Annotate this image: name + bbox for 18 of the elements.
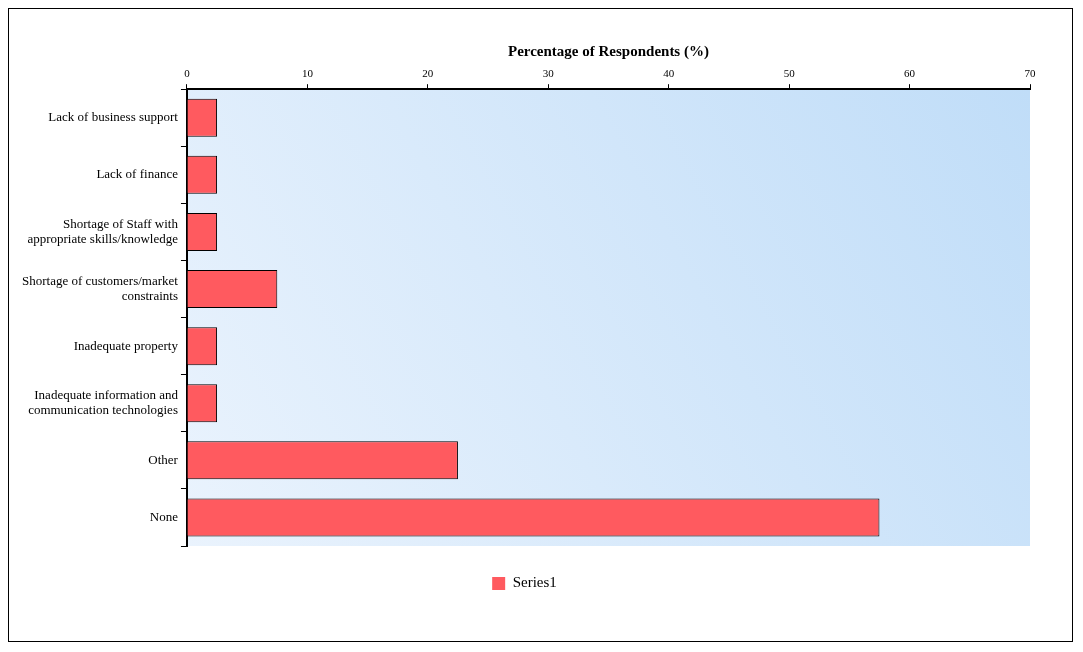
y-tick-label: Lack of business support (48, 109, 179, 125)
y-tick-label: Other (148, 451, 179, 467)
x-tick-label: 20 (422, 67, 434, 80)
y-tick-label: Lack of finance (96, 166, 179, 182)
x-tick-label: 40 (663, 67, 675, 80)
y-tick-label: Inadequate information and communication technologies (28, 386, 179, 418)
x-tick-label: 10 (301, 67, 314, 80)
y-tick-label: Inadequate property (73, 337, 179, 353)
x-tick-label: 30 (542, 67, 555, 80)
y-tick-label: None (149, 508, 179, 524)
x-tick-label: 0 (184, 67, 191, 80)
y-tick-label: Shortage of Staff with appropriate skills/knowledge (27, 215, 179, 247)
x-axis-title: Percentage of Respondents (%) (508, 42, 709, 60)
x-tick-label: 50 (783, 67, 796, 80)
legend-label: Series1 (512, 574, 557, 591)
y-tick-label: Shortage of customers/market constraints (21, 272, 179, 304)
x-tick-label: 70 (1024, 67, 1036, 80)
x-tick-label: 60 (904, 67, 916, 80)
